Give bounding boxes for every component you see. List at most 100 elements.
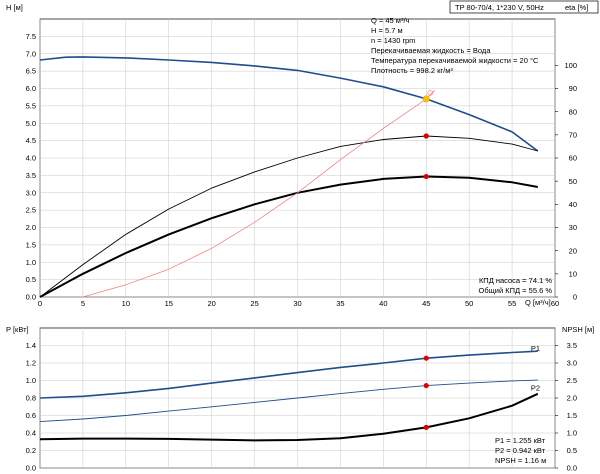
x-axis-label: Q [м³/ч] — [525, 298, 551, 307]
operating-point-ring — [427, 90, 434, 96]
x-tick-label: 15 — [165, 299, 173, 308]
operating-point-info: Q = 45 м³/ч H = 5.7 м n = 1430 rpm Перек… — [371, 16, 539, 75]
bot-y-tick-label: 0.8 — [26, 394, 36, 403]
top-y-axis-label: H [м] — [6, 3, 23, 12]
bot-y-right-tick-label: 3.5 — [567, 341, 577, 350]
info-line-n: n = 1430 rpm — [371, 36, 415, 45]
top-duty-point-marker — [423, 173, 429, 180]
x-tick-label: 45 — [422, 299, 430, 308]
top-y-tick-label: 1.5 — [26, 240, 36, 249]
bot-y-right-tick-label: 2.0 — [567, 394, 577, 403]
top-y-right-tick-label: 50 — [569, 177, 577, 186]
head-efficiency-panel: 0 5 10 15 20 25 30 35 40 45 50 55 60 0.0 0.5 1.0 1.5 2.0 2… — [6, 3, 588, 308]
top-y-tick-label: 3.5 — [26, 171, 36, 180]
top-y-right-axis-label: eta [%] — [565, 3, 588, 12]
bot-y-tick-label: 0.0 — [26, 464, 36, 473]
top-tick-labels: 0 5 10 15 20 25 30 35 40 45 50 55 60 0.0 0.5 1.0 1.5 2.0 2… — [26, 32, 577, 308]
series-label-p1: P1 — [531, 344, 540, 353]
top-y-right-tick-label: 70 — [569, 130, 577, 139]
bottom-grid — [39, 328, 556, 469]
x-tick-label: 5 — [81, 299, 85, 308]
top-y-tick-label: 7.5 — [26, 32, 36, 41]
npsh-text: NPSH = 1.16 м — [495, 456, 546, 465]
bot-y-tick-label: 0.2 — [26, 446, 36, 455]
bot-y-right-tick-label: 1.0 — [567, 429, 577, 438]
x-tick-label: 60 — [551, 299, 559, 308]
top-y-tick-label: 2.5 — [26, 206, 36, 215]
p2-text: P2 = 0.942 кВт — [495, 446, 546, 455]
top-y-tick-label: 2.0 — [26, 223, 36, 232]
top-duty-point-marker — [423, 133, 429, 139]
info-line-h: H = 5.7 м — [371, 26, 403, 35]
top-series-line-0 — [39, 56, 539, 152]
top-series-line-2 — [39, 175, 538, 298]
top-y-right-tick-label: 90 — [569, 84, 577, 93]
bot-y-right-tick-label: 3.0 — [567, 359, 577, 368]
x-tick-label: 55 — [508, 299, 516, 308]
bottom-y-axis-label: P [кВт] — [6, 325, 29, 334]
bot-y-right-tick-label: 0.5 — [567, 446, 577, 455]
x-tick-label: 10 — [122, 299, 130, 308]
top-y-tick-label: 7.0 — [26, 49, 36, 58]
bottom-markers — [423, 355, 429, 430]
bot-y-tick-label: 1.2 — [26, 359, 36, 368]
top-y-tick-label: 6.5 — [26, 67, 36, 76]
x-tick-label: 20 — [207, 299, 215, 308]
top-y-tick-label: 5.0 — [26, 119, 36, 128]
bot-series-line-2 — [39, 392, 539, 442]
bottom-series — [39, 350, 539, 442]
bot-y-tick-label: 1.4 — [26, 341, 36, 350]
p1-text: P1 = 1.255 кВт — [495, 436, 546, 445]
pump-efficiency-text: КПД насоса = 74.1 % — [479, 276, 552, 285]
top-y-right-tick-label: 0 — [573, 293, 577, 302]
series-label-p2: P2 — [531, 384, 540, 393]
top-y-tick-label: 5.5 — [26, 101, 36, 110]
bot-duty-point-marker — [423, 355, 429, 361]
total-efficiency-text: Общий КПД = 55.6 % — [479, 286, 553, 295]
power-npsh-panel: 0.0 0.2 0.4 0.6 0.8 1.0 1.2 1.4 0.0 0.5 1.0 1.5 2.0 2… — [6, 325, 594, 473]
bot-y-tick-label: 0.6 — [26, 411, 36, 420]
info-line-density: Плотность = 998.2 кг/м³ — [371, 66, 453, 75]
x-tick-label: 0 — [38, 299, 42, 308]
bot-duty-point-marker — [423, 382, 429, 389]
top-y-tick-label: 0.5 — [26, 275, 36, 284]
x-tick-label: 25 — [250, 299, 258, 308]
chart-title: TP 80-70/4, 1*230 V, 50Hz — [455, 3, 544, 12]
bottom-tick-labels: 0.0 0.2 0.4 0.6 0.8 1.0 1.2 1.4 0.0 0.5 1.0 1.5 2.0 2… — [26, 341, 577, 473]
top-series-line-3 — [82, 89, 436, 298]
top-y-right-tick-label: 40 — [569, 200, 577, 209]
x-tick-label: 30 — [293, 299, 301, 308]
x-tick-label: 35 — [336, 299, 344, 308]
x-tick-label: 50 — [465, 299, 473, 308]
top-y-right-tick-label: 100 — [564, 61, 577, 70]
top-markers — [422, 90, 434, 180]
bot-y-tick-label: 1.0 — [26, 376, 36, 385]
x-tick-label: 40 — [379, 299, 387, 308]
efficiency-info: КПД насоса = 74.1 % Общий КПД = 55.6 % — [479, 276, 553, 295]
top-series-line-1 — [39, 135, 538, 298]
title-box: TP 80-70/4, 1*230 V, 50Hz — [449, 0, 599, 14]
info-line-temperature: Температура перекачиваемой жидкости = 20… — [371, 56, 539, 65]
top-y-tick-label: 6.0 — [26, 84, 36, 93]
bot-y-right-tick-label: 0.0 — [567, 464, 577, 473]
bot-y-right-tick-label: 1.5 — [567, 411, 577, 420]
info-line-q: Q = 45 м³/ч — [371, 16, 410, 25]
bot-series-line-0 — [39, 350, 538, 399]
bot-duty-point-marker — [423, 424, 429, 430]
operating-point-marker — [422, 95, 430, 103]
bottom-y-right-axis-label: NPSH [м] — [562, 325, 594, 334]
top-y-tick-label: 3.0 — [26, 188, 36, 197]
top-y-tick-label: 4.0 — [26, 154, 36, 163]
info-line-fluid: Перекачиваемая жидкость = Вода — [371, 46, 491, 55]
top-y-tick-label: 4.5 — [26, 136, 36, 145]
bot-series-line-1 — [39, 379, 538, 423]
top-y-right-tick-label: 60 — [569, 154, 577, 163]
top-y-right-tick-label: 80 — [569, 107, 577, 116]
bot-y-right-tick-label: 2.5 — [567, 376, 577, 385]
top-y-tick-label: 0.0 — [26, 293, 36, 302]
top-y-right-tick-label: 30 — [569, 223, 577, 232]
power-info: P1 = 1.255 кВт P2 = 0.942 кВт NPSH = 1.1… — [495, 436, 546, 465]
top-y-tick-label: 1.0 — [26, 258, 36, 267]
top-series — [39, 56, 539, 298]
